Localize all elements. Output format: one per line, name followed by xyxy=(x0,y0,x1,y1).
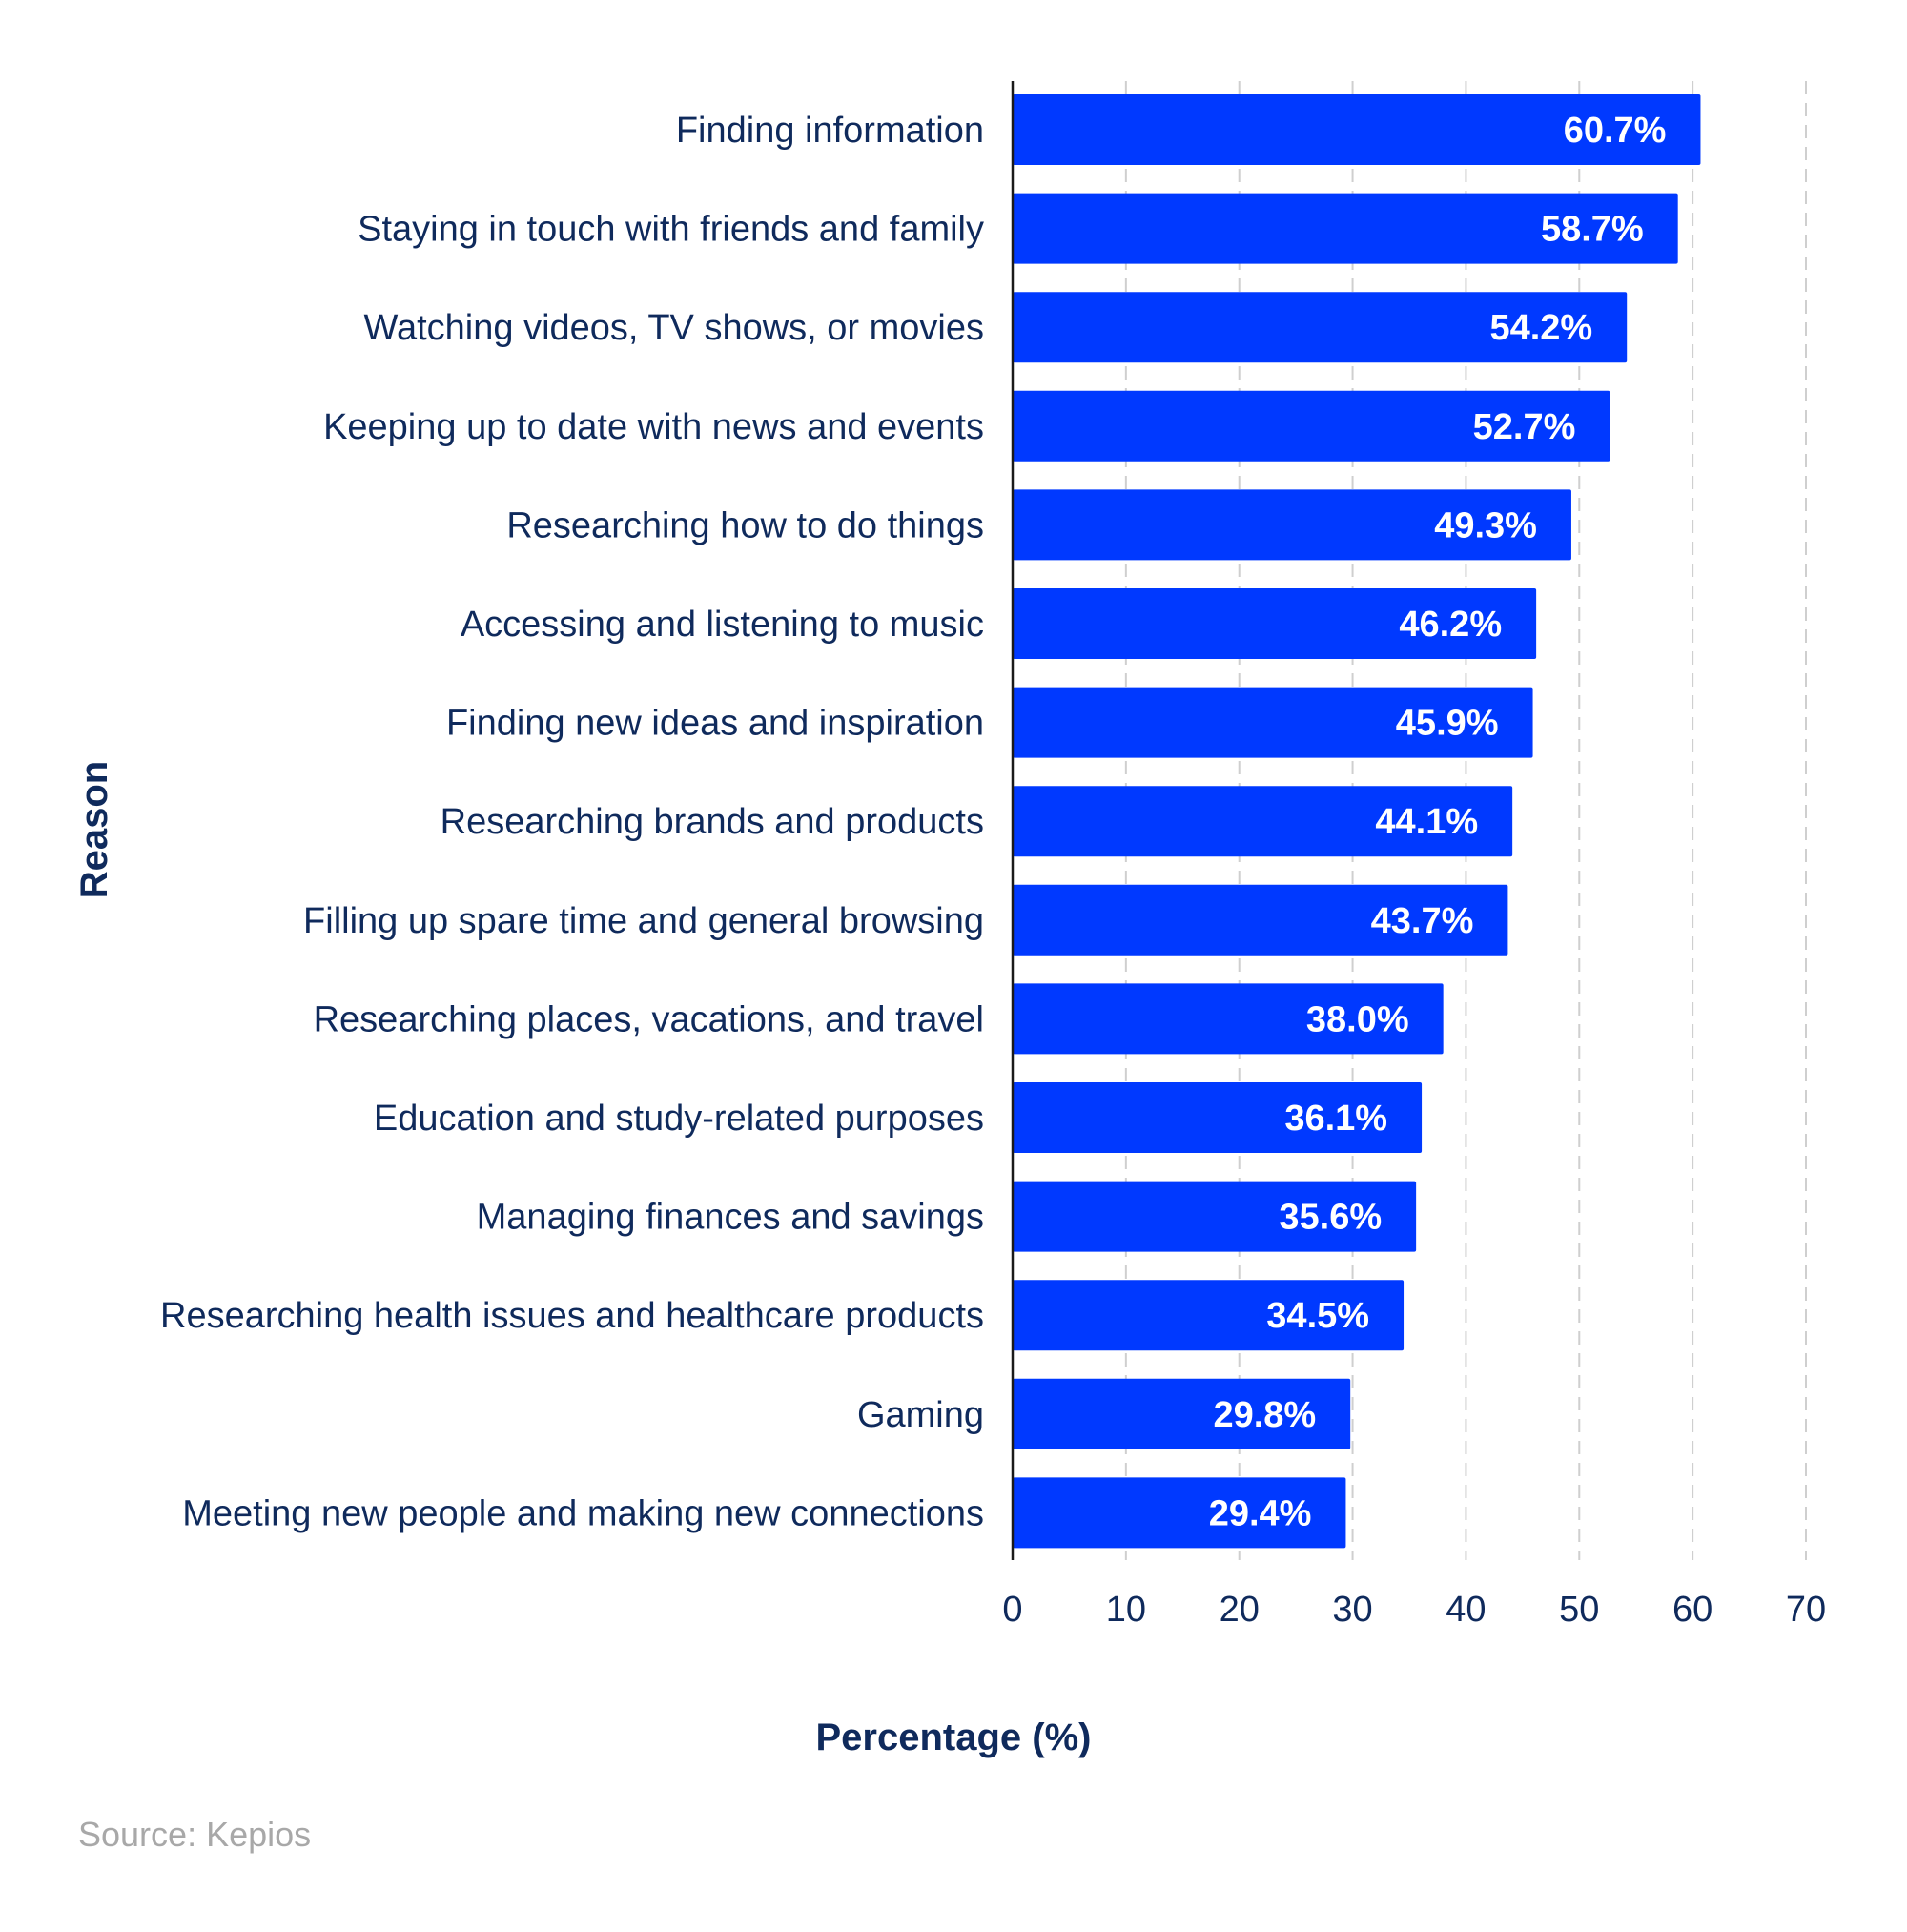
data-label: 35.6% xyxy=(1279,1198,1382,1238)
category-label: Meeting new people and making new connec… xyxy=(182,1493,984,1533)
category-label: Finding information xyxy=(676,111,984,151)
data-label: 60.7% xyxy=(1564,111,1667,151)
data-label: 46.2% xyxy=(1399,605,1502,645)
data-label: 54.2% xyxy=(1489,308,1592,348)
bar xyxy=(1013,687,1533,758)
source-note: Source: Kepios xyxy=(78,1815,311,1854)
bar xyxy=(1013,1477,1346,1549)
data-label: 58.7% xyxy=(1541,210,1644,250)
category-label: Gaming xyxy=(857,1395,984,1435)
category-label: Education and study-related purposes xyxy=(374,1099,984,1139)
bar xyxy=(1013,292,1628,363)
data-label: 45.9% xyxy=(1396,704,1499,744)
category-label: Filling up spare time and general browsi… xyxy=(303,901,984,941)
category-label: Managing finances and savings xyxy=(477,1198,984,1238)
bars xyxy=(1013,94,1701,1549)
data-label: 29.4% xyxy=(1209,1493,1312,1533)
bar xyxy=(1013,1280,1405,1351)
x-tick-labels: 0 10 20 30 40 50 60 70 xyxy=(1002,1590,1826,1630)
x-tick-label: 10 xyxy=(1106,1590,1146,1630)
bar xyxy=(1013,983,1444,1055)
bar xyxy=(1013,884,1508,956)
data-label: 49.3% xyxy=(1434,505,1537,545)
x-tick-label: 20 xyxy=(1220,1590,1260,1630)
bar xyxy=(1013,1181,1417,1252)
bar xyxy=(1013,193,1678,264)
category-label: Researching brands and products xyxy=(441,802,984,842)
category-label: Watching videos, TV shows, or movies xyxy=(364,308,984,348)
value-labels: 60.7% 58.7% 54.2% 52.7% 49.3% 46.2% 45.9% 44.1%… xyxy=(1209,111,1667,1533)
x-tick-label: 0 xyxy=(1002,1590,1022,1630)
bar xyxy=(1013,489,1571,561)
category-label: Researching places, vacations, and trave… xyxy=(314,999,984,1039)
x-tick-label: 70 xyxy=(1786,1590,1826,1630)
data-label: 34.5% xyxy=(1266,1296,1369,1336)
x-tick-label: 50 xyxy=(1559,1590,1599,1630)
bar xyxy=(1013,588,1537,659)
data-label: 36.1% xyxy=(1284,1099,1387,1139)
data-label: 44.1% xyxy=(1375,802,1478,842)
x-tick-label: 40 xyxy=(1446,1590,1486,1630)
y-axis-title: Reason xyxy=(73,761,115,899)
category-label: Staying in touch with friends and family xyxy=(358,210,984,250)
category-labels: Finding information Staying in touch with… xyxy=(160,111,984,1533)
data-label: 43.7% xyxy=(1371,901,1474,941)
x-tick-label: 30 xyxy=(1332,1590,1372,1630)
category-label: Researching how to do things xyxy=(506,505,984,545)
bar xyxy=(1013,1378,1351,1449)
bar xyxy=(1013,1082,1423,1153)
category-label: Accessing and listening to music xyxy=(461,605,984,645)
category-label: Researching health issues and healthcare… xyxy=(160,1296,984,1336)
data-label: 38.0% xyxy=(1306,999,1409,1039)
bar xyxy=(1013,94,1701,165)
data-label: 52.7% xyxy=(1473,407,1576,447)
data-label: 29.8% xyxy=(1213,1395,1316,1435)
x-axis-title: Percentage (%) xyxy=(816,1716,1092,1758)
bar xyxy=(1013,786,1513,857)
x-tick-label: 60 xyxy=(1672,1590,1712,1630)
category-label: Finding new ideas and inspiration xyxy=(446,704,984,744)
bar xyxy=(1013,390,1610,462)
category-label: Keeping up to date with news and events xyxy=(323,407,984,447)
